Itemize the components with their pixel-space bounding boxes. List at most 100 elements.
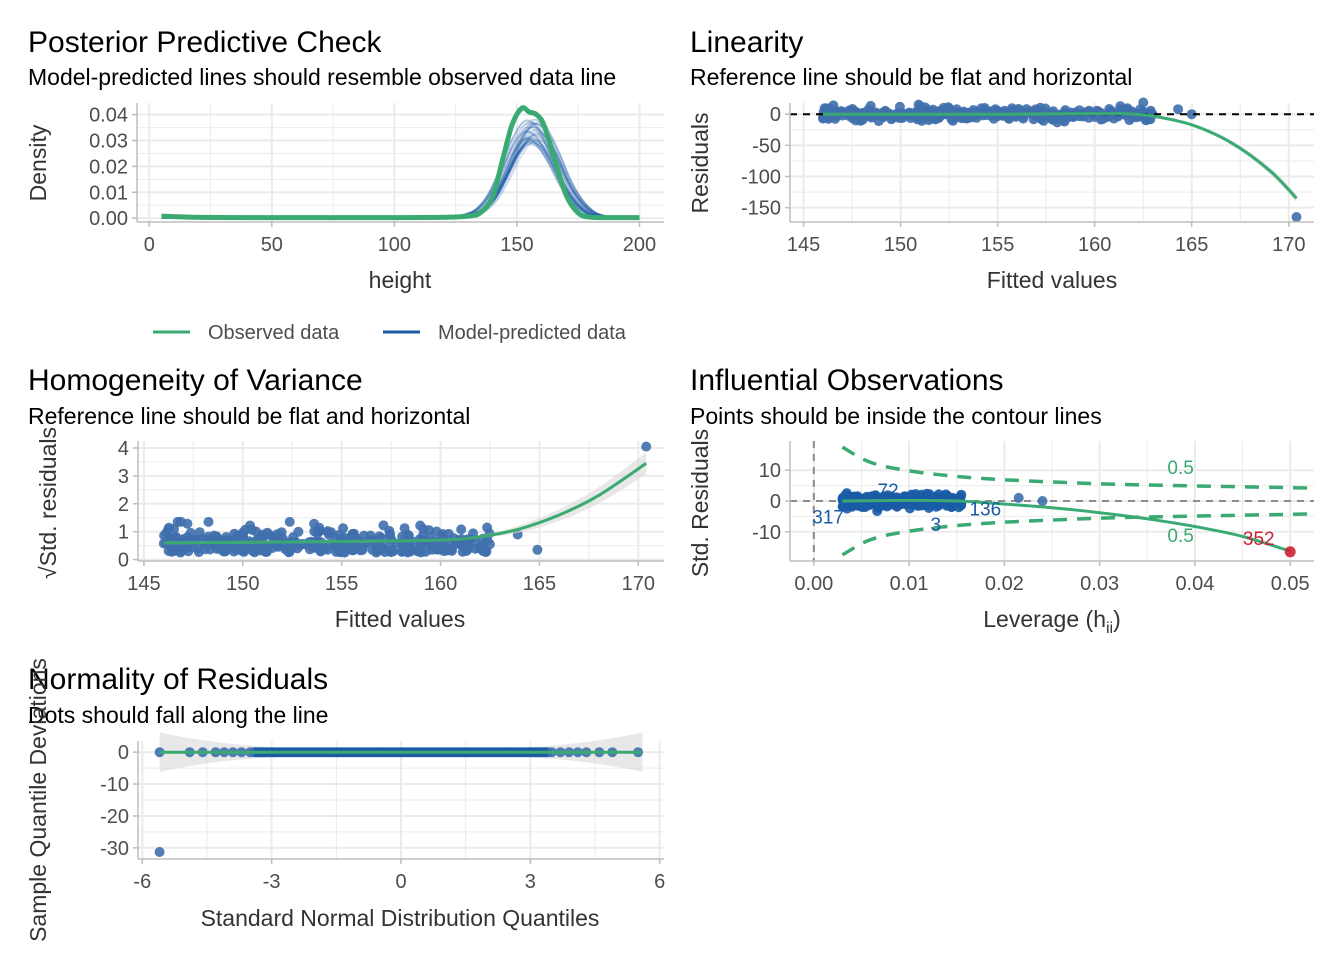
- x-tick-label: -6: [133, 871, 151, 893]
- y-tick-label: 2: [118, 494, 129, 516]
- x-tick-label: 3: [525, 871, 536, 893]
- y-axis-label: Std. Residuals: [687, 429, 713, 577]
- x-tick-label: 160: [1078, 234, 1111, 256]
- residual-point: [323, 527, 334, 538]
- residual-point: [830, 113, 841, 124]
- x-tick-label: 0: [395, 871, 406, 893]
- y-tick-label: 0.04: [89, 105, 128, 127]
- legend-label-predicted: Model-predicted data: [438, 322, 627, 344]
- x-tick-label: 0: [144, 234, 155, 256]
- panel-title: Linearity: [690, 26, 803, 59]
- residual-point: [456, 524, 467, 535]
- smooth-line: [822, 111, 1298, 200]
- y-axis-label: Sample Quantile Deviations: [25, 658, 51, 942]
- residual-point: [309, 526, 320, 537]
- residual-point: [284, 546, 295, 557]
- legend-label-observed: Observed data: [208, 322, 340, 344]
- residual-point: [1173, 104, 1184, 115]
- residual-point: [284, 516, 295, 527]
- residual-point: [185, 527, 196, 538]
- residual-point: [251, 526, 261, 537]
- residual-point: [480, 547, 491, 557]
- y-tick-label: 0: [118, 550, 129, 572]
- y-tick-label: 0: [118, 742, 129, 764]
- panel-subtitle: Model-predicted lines should resemble ob…: [28, 64, 616, 90]
- axis-ticks: 0 50 100 150 200 0.00 0.01 0.02 0.03 0.04: [89, 103, 664, 256]
- x-axis-label: Standard Normal Distribution Quantiles: [201, 905, 600, 931]
- y-tick-label: -30: [100, 838, 129, 860]
- y-tick-label: 0.00: [89, 208, 128, 230]
- residual-point: [434, 544, 445, 555]
- panel-subtitle: Points should be inside the contour line…: [690, 403, 1102, 429]
- x-tick-label: 6: [654, 871, 665, 893]
- panel-normality-of-residuals: Normality of Residuals Dots should fall …: [25, 658, 665, 942]
- axis-ticks: 145 150 155 160 165 170 0 -50 -100 -150: [741, 103, 1314, 256]
- plot-marks: [154, 732, 644, 857]
- x-tick-label: -3: [263, 871, 281, 893]
- x-tick-label: 155: [981, 234, 1014, 256]
- observed-data-line: [161, 105, 640, 221]
- x-axis-label-suffix: ): [1113, 606, 1121, 632]
- point-label: 72: [878, 481, 899, 502]
- y-axis-label: √Std. residuals: [35, 427, 61, 579]
- panel-title: Influential Observations: [690, 364, 1004, 397]
- residual-point: [416, 547, 426, 558]
- residual-point: [387, 544, 398, 555]
- cooks-contour-upper: [841, 445, 1315, 490]
- residual-point: [221, 543, 232, 554]
- residual-point: [193, 543, 204, 554]
- y-tick-label: -150: [741, 198, 781, 220]
- plot-marks: 0.5 0.5 72 317 136 3 352: [790, 441, 1315, 561]
- axis-ticks: 145 150 155 160 165 170 0 1 2 3 4: [118, 438, 664, 595]
- sqrt-symbol: √: [35, 566, 61, 579]
- x-tick-label: 0.05: [1271, 573, 1310, 595]
- y-axis-label-text: Std. residuals: [35, 427, 61, 566]
- axis-ticks: 0.00 0.01 0.02 0.03 0.04 0.05 10 0 -10: [752, 441, 1314, 595]
- y-tick-label: 10: [759, 460, 781, 482]
- x-tick-label: 200: [623, 234, 656, 256]
- x-axis-label: Fitted values: [987, 267, 1117, 293]
- point-label: 3: [930, 515, 941, 536]
- model-predicted-line: [161, 122, 640, 219]
- residual-point: [203, 531, 214, 542]
- residual-point: [262, 527, 273, 538]
- residual-point: [461, 543, 472, 554]
- x-tick-label: 100: [378, 234, 411, 256]
- x-tick-label: 50: [261, 234, 283, 256]
- y-axis-label: Residuals: [687, 113, 713, 214]
- x-axis-label: Leverage (hii): [983, 606, 1121, 637]
- y-tick-label: -50: [752, 135, 781, 157]
- observation-point: [1013, 492, 1024, 503]
- legend: Observed data Model-predicted data: [153, 322, 627, 344]
- panel-subtitle: Reference line should be flat and horizo…: [690, 64, 1132, 90]
- residual-point: [1135, 104, 1146, 115]
- panel-influential-observations: Influential Observations Points should b…: [687, 364, 1315, 637]
- y-tick-label: 0.02: [89, 156, 128, 178]
- panel-posterior-predictive-check: Posterior Predictive Check Model-predict…: [25, 26, 664, 344]
- residual-point: [851, 107, 862, 118]
- residual-point: [339, 543, 350, 554]
- y-tick-label: -10: [100, 774, 129, 796]
- y-tick-label: 4: [118, 438, 129, 460]
- x-tick-label: 0.01: [890, 573, 929, 595]
- residual-point: [203, 516, 214, 527]
- smooth-line: [842, 498, 1291, 553]
- plot-marks: [790, 97, 1314, 222]
- y-tick-label: 3: [118, 466, 129, 488]
- residual-point: [374, 540, 385, 551]
- x-tick-label: 150: [226, 573, 259, 595]
- panel-title: Homogeneity of Variance: [28, 364, 363, 397]
- residual-point: [164, 539, 175, 550]
- contour-label-lower: 0.5: [1167, 526, 1193, 547]
- x-tick-label: 145: [127, 573, 160, 595]
- plot-marks: [158, 441, 652, 558]
- residual-point: [349, 538, 360, 549]
- x-axis-label-subscript: ii: [1106, 620, 1113, 637]
- observation-point: [1037, 496, 1048, 506]
- residual-point: [159, 530, 170, 541]
- x-axis-label: Fitted values: [335, 606, 465, 632]
- residual-point: [1059, 116, 1070, 127]
- residual-point: [397, 545, 408, 556]
- model-predicted-line: [161, 122, 640, 219]
